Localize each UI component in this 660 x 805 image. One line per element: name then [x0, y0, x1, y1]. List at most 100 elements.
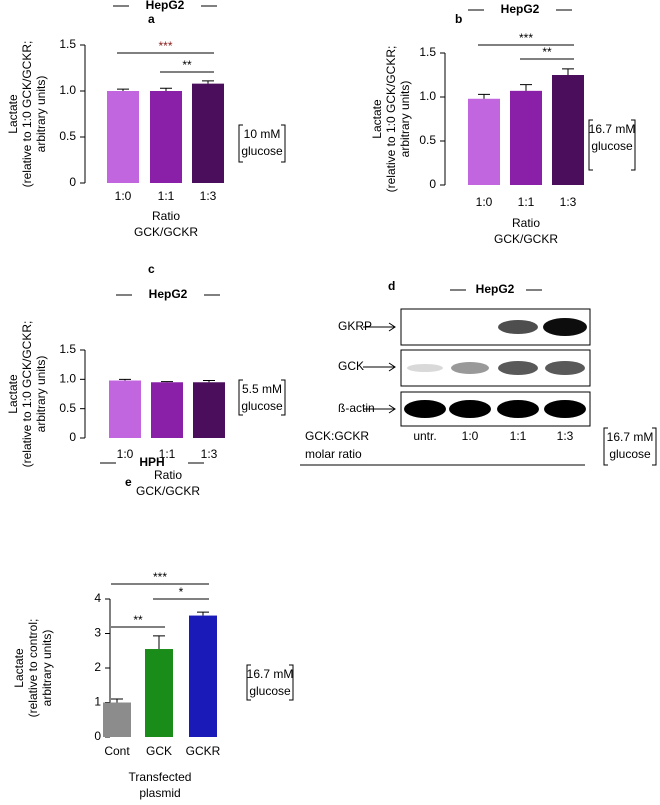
y-axis-title-line: arbitrary units) [34, 356, 48, 433]
annotation: glucose [241, 144, 283, 158]
bar [510, 90, 542, 185]
error-bar [520, 84, 532, 91]
annotation-bracket [246, 664, 294, 701]
y-tick-label: 1.5 [419, 45, 436, 59]
annotation: glucose [249, 684, 291, 698]
y-tick-label: 0 [69, 430, 76, 444]
y-axis-title-line: (relative to 1:0 GCK/GCKR; [384, 46, 398, 193]
y-tick-label: 0.5 [59, 401, 76, 415]
y-tick-label: 1 [94, 695, 101, 709]
error-bar [478, 93, 490, 99]
bands [404, 318, 587, 418]
significance-label: *** [153, 570, 167, 584]
panel-title: HepG2 [146, 0, 185, 12]
bar [107, 91, 139, 183]
y-axis-title-line: (relative to 1:0 GCK/GCKR; [20, 41, 34, 188]
error-bar [202, 80, 214, 84]
lane-label: untr. [413, 429, 436, 443]
y-axis-title-line: Lactate [370, 99, 384, 139]
panel-title: HepG2 [501, 2, 540, 16]
annotation: 16.7 mM [607, 430, 654, 444]
x-tick-label: 1:3 [201, 447, 218, 461]
x-tick-label: GCKR [186, 744, 221, 758]
y-axis-title: Lactate (relative to 1:0 GCK/GCKR; arbitra… [370, 46, 412, 193]
x-tick-label: 1:1 [158, 189, 175, 203]
y-tick-label: 1.0 [419, 89, 436, 103]
annotation-bracket [588, 119, 636, 171]
error-bar [119, 378, 131, 381]
bar [151, 382, 183, 438]
bar [103, 702, 131, 737]
panel-title: HPH [139, 455, 164, 469]
row-label: ß-actin [338, 401, 375, 415]
x-tick-label: 1:0 [476, 195, 493, 209]
error-bar [117, 88, 129, 91]
error-bar [111, 698, 123, 703]
lane-axis-label: GCK:GCKR [305, 429, 369, 443]
error-bar [161, 381, 173, 383]
panel-letter: d [388, 279, 395, 293]
lane-label: 1:1 [510, 429, 527, 443]
annotation-bracket [238, 379, 286, 416]
annotation: glucose [609, 447, 651, 461]
x-axis-title: GCK/GCKR [494, 232, 558, 246]
y-axis-title-line: (relative to 1:0 GCK/GCKR; [20, 321, 34, 468]
x-axis-title: GCK/GCKR [136, 484, 200, 498]
annotation: glucose [591, 139, 633, 153]
annotation-bracket [603, 427, 657, 466]
significance-label: ** [542, 45, 552, 59]
bar [150, 91, 182, 183]
panel-letter: a [148, 12, 155, 26]
panel-letter: c [148, 262, 155, 276]
annotation: 16.7 mM [589, 122, 636, 136]
y-tick-label: 1.0 [59, 372, 76, 386]
annotation-bracket [238, 124, 286, 163]
row-label: GCK [338, 359, 364, 373]
bar [552, 75, 584, 185]
annotation: 5.5 mM [242, 382, 282, 396]
x-axis-title: Ratio [154, 468, 182, 482]
bar [468, 98, 500, 185]
y-tick-label: 2 [94, 660, 101, 674]
x-axis-title: Ratio [152, 209, 180, 223]
annotation: 16.7 mM [247, 667, 294, 681]
y-axis-title-line: Lactate [6, 94, 20, 134]
significance-label: ** [133, 613, 143, 627]
error-bar [203, 380, 215, 383]
error-bar [197, 611, 209, 616]
x-tick-label: Cont [104, 744, 130, 758]
y-axis-title-line: arbitrary units) [40, 630, 54, 707]
x-tick-label: 1:3 [560, 195, 577, 209]
x-axis-title: plasmid [139, 786, 180, 800]
lane-label: 1:3 [557, 429, 574, 443]
y-tick-label: 0 [94, 729, 101, 743]
bar [189, 615, 217, 737]
y-axis-title-line: Lactate [12, 648, 26, 688]
bar [145, 649, 173, 737]
y-tick-label: 1.5 [59, 342, 76, 356]
significance-label: * [179, 585, 184, 599]
x-axis-title: GCK/GCKR [134, 225, 198, 239]
bar [109, 380, 141, 438]
error-bar [153, 635, 165, 650]
y-tick-label: 1.0 [59, 83, 76, 97]
bar [193, 382, 225, 438]
y-axis-title: Lactate (relative to control; arbitrary un… [12, 619, 54, 718]
significance-label: *** [519, 31, 533, 45]
panel-title: HepG2 [149, 287, 188, 301]
x-tick-label: 1:1 [518, 195, 535, 209]
arrows [363, 322, 396, 414]
y-tick-label: 4 [94, 591, 101, 605]
y-tick-label: 0 [429, 177, 436, 191]
x-tick-label: 1:3 [200, 189, 217, 203]
x-tick-label: 1:1 [159, 447, 176, 461]
y-axis-title-line: arbitrary units) [398, 81, 412, 158]
row-label: GKRP [338, 319, 372, 333]
x-axis-title: Transfected [129, 770, 192, 784]
lane-axis-label: molar ratio [305, 447, 362, 461]
y-axis-title-line: Lactate [6, 374, 20, 414]
error-bar [562, 68, 574, 75]
y-axis-title: Lactate (relative to 1:0 GCK/GCKR; arbitra… [6, 41, 48, 188]
y-axis-title: Lactate (relative to 1:0 GCK/GCKR; arbitra… [6, 321, 48, 468]
